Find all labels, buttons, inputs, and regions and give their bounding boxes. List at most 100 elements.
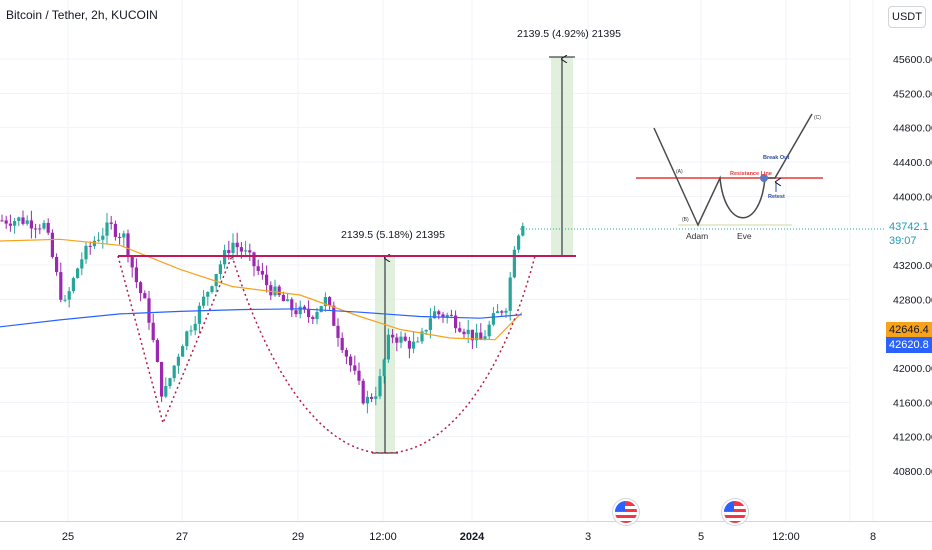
us-flag-icon[interactable] xyxy=(613,499,639,525)
candle-body xyxy=(361,380,365,404)
candle-body xyxy=(92,240,96,247)
time-tick-label: 27 xyxy=(176,531,188,543)
candle-body xyxy=(134,267,138,283)
candle-body xyxy=(172,365,176,379)
candle-body xyxy=(88,245,92,247)
candle-body xyxy=(231,242,235,254)
candle-body xyxy=(214,274,218,287)
candle-body xyxy=(147,298,151,323)
candle-body xyxy=(50,232,54,257)
price-tick-label: 44000.00 xyxy=(893,191,932,203)
candle-body xyxy=(475,332,479,341)
candle-body xyxy=(386,334,390,360)
inset-point-b: (B) xyxy=(682,217,689,223)
currency-button[interactable]: USDT xyxy=(888,6,926,28)
candle-body xyxy=(491,313,495,325)
candle-body xyxy=(13,220,17,226)
candle-body xyxy=(281,294,285,302)
candle-body xyxy=(349,356,353,366)
candle-body xyxy=(319,306,323,312)
us-flag-icon[interactable] xyxy=(722,499,748,525)
candle-body xyxy=(25,220,29,224)
candle-body xyxy=(105,222,109,236)
bar-countdown: 39:07 xyxy=(889,235,917,247)
candle-body xyxy=(412,341,416,349)
eve-cup-curve[interactable] xyxy=(231,255,536,454)
candle-body xyxy=(239,247,243,252)
candle-body xyxy=(302,306,306,310)
price-tick-label: 44400.00 xyxy=(893,157,932,169)
candle-body xyxy=(181,346,185,357)
candle-body xyxy=(340,337,344,351)
grid xyxy=(0,0,874,521)
candle-body xyxy=(496,311,500,314)
last-price-tag: 43742.1 39:07 xyxy=(886,219,932,250)
candle-body xyxy=(437,311,441,315)
time-axis[interactable]: 25 27 29 12:00 2024 3 5 12:00 8 xyxy=(62,531,876,543)
candle-body xyxy=(512,249,516,278)
time-tick-label: 2024 xyxy=(460,531,485,543)
candle-body xyxy=(307,309,311,318)
candle-body xyxy=(424,329,428,332)
candle-body xyxy=(223,250,227,265)
time-tick-label: 12:00 xyxy=(369,531,397,543)
candle-body xyxy=(164,386,168,397)
candle-body xyxy=(67,291,71,300)
candle-body xyxy=(248,250,252,253)
candle-body xyxy=(0,220,4,222)
symbol-title[interactable]: Bitcoin / Tether, 2h, KUCOIN xyxy=(6,8,158,22)
candle-body xyxy=(395,337,399,343)
candle-body xyxy=(479,332,483,340)
candle-body xyxy=(21,217,25,224)
candle-body xyxy=(449,314,453,316)
candle-body xyxy=(63,299,67,301)
candle-body xyxy=(130,256,134,268)
candle-body xyxy=(143,293,147,299)
candle-body xyxy=(290,299,294,311)
ma200-tag: 42620.8 xyxy=(886,337,932,353)
price-tick-label: 42800.00 xyxy=(893,294,932,306)
candle-body xyxy=(42,222,46,229)
inset-adam-label: Adam xyxy=(686,231,708,241)
candle-body xyxy=(118,236,122,238)
price-tick-label: 45600.00 xyxy=(893,54,932,66)
candle-body xyxy=(323,297,327,307)
candle-body xyxy=(55,256,59,273)
candle-body xyxy=(260,270,264,275)
candle-body xyxy=(193,323,197,331)
candle-body xyxy=(76,268,80,279)
candle-body xyxy=(370,396,374,399)
candle-body xyxy=(197,305,201,324)
price-tick-label: 40800.00 xyxy=(893,466,932,478)
candle-body xyxy=(466,329,470,335)
candle-body xyxy=(407,340,411,349)
adam-eve-pattern-diagram: Resistance Line Break Out Retest Adam Ev… xyxy=(636,113,823,241)
candle-body xyxy=(483,336,487,340)
candle-body xyxy=(508,277,512,311)
candle-body xyxy=(202,296,206,306)
price-tick-label: 41600.00 xyxy=(893,397,932,409)
candle-body xyxy=(252,252,256,267)
candle-body xyxy=(46,222,50,233)
breakout-dot xyxy=(760,174,768,182)
price-axis[interactable]: 45600.00 45200.00 44800.00 44400.00 44000.00… xyxy=(893,54,932,478)
target-measure-label: 2139.5 (4.92%) 21395 xyxy=(517,28,621,40)
candle-body xyxy=(109,222,113,224)
candle-body xyxy=(4,220,8,224)
candle-body xyxy=(365,396,369,404)
candle-body xyxy=(286,299,290,302)
candle-body xyxy=(227,250,231,254)
candle-body xyxy=(34,228,38,230)
candle-body xyxy=(382,359,386,377)
cup-measure-label: 2139.5 (5.18%) 21395 xyxy=(341,229,445,241)
candle-body xyxy=(113,223,117,237)
inset-retest-label: Retest xyxy=(768,194,785,200)
candle-body xyxy=(71,278,75,292)
candle-body xyxy=(218,264,222,275)
time-tick-label: 3 xyxy=(585,531,591,543)
candle-body xyxy=(399,336,403,343)
inset-point-a: (A) xyxy=(676,169,683,175)
candle-body xyxy=(168,378,172,387)
candle-body xyxy=(315,311,319,319)
